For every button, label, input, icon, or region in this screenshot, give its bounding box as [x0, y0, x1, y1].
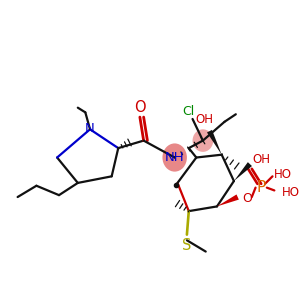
Text: HO: HO: [282, 186, 300, 199]
Text: S: S: [182, 238, 192, 253]
Text: O: O: [242, 192, 252, 206]
Text: P: P: [256, 180, 266, 195]
Text: HO: HO: [274, 168, 292, 181]
Polygon shape: [217, 194, 239, 206]
Text: N: N: [85, 122, 95, 135]
Text: NH: NH: [165, 151, 184, 164]
Ellipse shape: [193, 129, 213, 152]
Text: Cl: Cl: [183, 105, 195, 118]
Polygon shape: [207, 130, 222, 155]
Polygon shape: [234, 162, 252, 181]
Text: OH: OH: [252, 153, 270, 166]
Ellipse shape: [162, 143, 187, 172]
Text: OH: OH: [196, 113, 214, 126]
Text: O: O: [134, 100, 146, 115]
